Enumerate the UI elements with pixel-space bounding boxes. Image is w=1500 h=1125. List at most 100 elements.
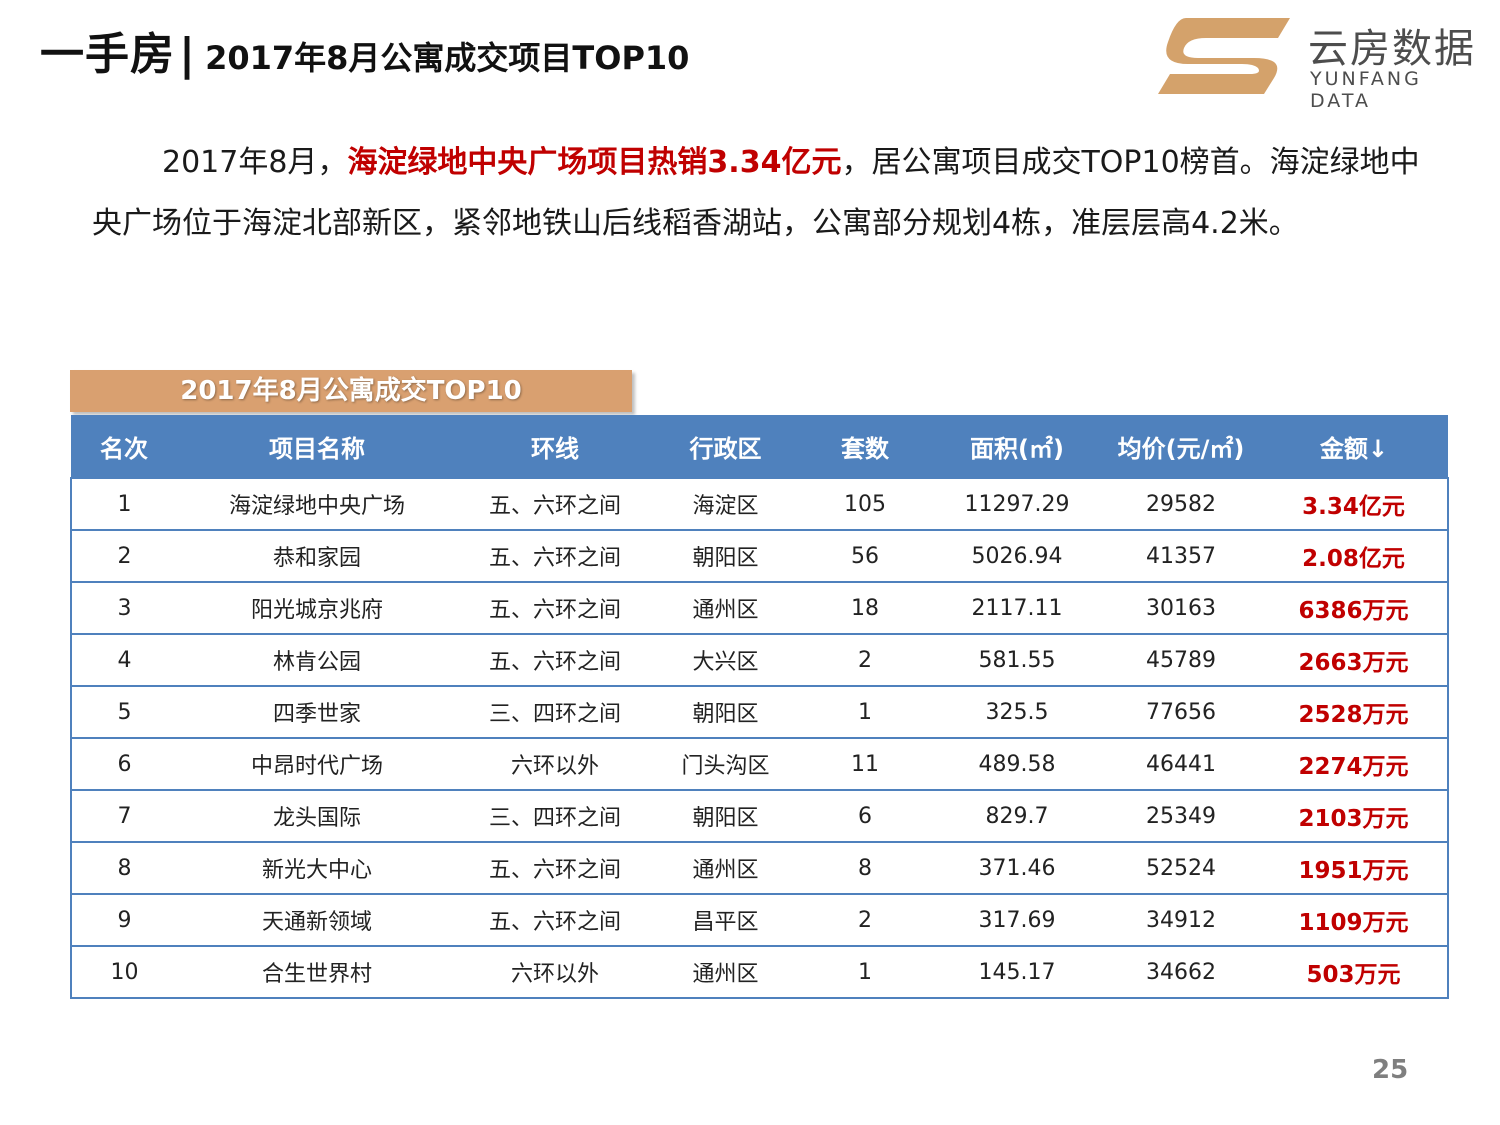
company-logo: 云房数据 YUNFANG DATA	[1158, 14, 1488, 112]
table-row: 4 林肯公园 五、六环之间 大兴区 2 581.55 45789 2663万元	[70, 633, 1449, 687]
intro-paragraph: 2017年8月，海淀绿地中央广场项目热销3.34亿元，居公寓项目成交TOP10榜…	[92, 132, 1422, 254]
cell-name: 龙头国际	[177, 789, 457, 843]
cell-district: 朝阳区	[653, 685, 798, 739]
header-name: 项目名称	[177, 415, 457, 478]
table-row: 2 恭和家园 五、六环之间 朝阳区 56 5026.94 41357 2.08亿…	[70, 529, 1449, 583]
cell-amount: 2103万元	[1260, 789, 1449, 843]
cell-name: 天通新领域	[177, 893, 457, 947]
header-ring: 环线	[457, 415, 653, 478]
cell-name: 恭和家园	[177, 529, 457, 583]
cell-price: 41357	[1102, 529, 1260, 583]
cell-amount: 503万元	[1260, 945, 1449, 999]
cell-ring: 六环以外	[457, 945, 653, 999]
header-divider: |	[179, 29, 196, 80]
cell-area: 11297.29	[932, 477, 1102, 531]
cell-name: 中昂时代广场	[177, 737, 457, 791]
cell-units: 18	[798, 581, 932, 635]
cell-price: 30163	[1102, 581, 1260, 635]
cell-rank: 10	[70, 945, 177, 999]
cell-amount: 2528万元	[1260, 685, 1449, 739]
table-row: 7 龙头国际 三、四环之间 朝阳区 6 829.7 25349 2103万元	[70, 789, 1449, 843]
cell-amount: 2274万元	[1260, 737, 1449, 791]
section-label: 一手房	[40, 29, 175, 80]
cell-area: 489.58	[932, 737, 1102, 791]
intro-highlight: 海淀绿地中央广场项目热销3.34亿元	[347, 145, 842, 180]
cell-units: 6	[798, 789, 932, 843]
cell-area: 2117.11	[932, 581, 1102, 635]
cell-area: 145.17	[932, 945, 1102, 999]
ranking-table: 名次 项目名称 环线 行政区 套数 面积(㎡) 均价(元/㎡) 金额↓ 1 海淀…	[70, 415, 1449, 999]
cell-name: 海淀绿地中央广场	[177, 477, 457, 531]
page-title: 2017年8月公寓成交项目TOP10	[205, 39, 690, 77]
logo-name-en: YUNFANG DATA	[1310, 68, 1422, 112]
cell-ring: 五、六环之间	[457, 477, 653, 531]
cell-units: 2	[798, 633, 932, 687]
cell-amount: 3.34亿元	[1260, 477, 1449, 531]
cell-ring: 五、六环之间	[457, 841, 653, 895]
cell-district: 朝阳区	[653, 789, 798, 843]
cell-district: 海淀区	[653, 477, 798, 531]
cell-name: 四季世家	[177, 685, 457, 739]
cell-area: 5026.94	[932, 529, 1102, 583]
cell-area: 317.69	[932, 893, 1102, 947]
cell-rank: 9	[70, 893, 177, 947]
cell-amount: 1109万元	[1260, 893, 1449, 947]
cell-ring: 五、六环之间	[457, 581, 653, 635]
cell-name: 林肯公园	[177, 633, 457, 687]
cell-area: 829.7	[932, 789, 1102, 843]
cell-price: 46441	[1102, 737, 1260, 791]
cell-rank: 3	[70, 581, 177, 635]
page-number: 25	[1372, 1055, 1409, 1085]
header-price: 均价(元/㎡)	[1102, 415, 1260, 478]
cell-rank: 5	[70, 685, 177, 739]
cell-rank: 4	[70, 633, 177, 687]
table-row: 3 阳光城京兆府 五、六环之间 通州区 18 2117.11 30163 638…	[70, 581, 1449, 635]
cell-ring: 三、四环之间	[457, 685, 653, 739]
cell-ring: 三、四环之间	[457, 789, 653, 843]
cell-units: 11	[798, 737, 932, 791]
cell-units: 1	[798, 945, 932, 999]
header-area: 面积(㎡)	[932, 415, 1102, 478]
cell-district: 通州区	[653, 841, 798, 895]
cell-name: 合生世界村	[177, 945, 457, 999]
cell-price: 34662	[1102, 945, 1260, 999]
logo-mark-icon	[1158, 18, 1290, 94]
cell-price: 29582	[1102, 477, 1260, 531]
table-row: 10 合生世界村 六环以外 通州区 1 145.17 34662 503万元	[70, 945, 1449, 999]
cell-price: 45789	[1102, 633, 1260, 687]
header-rank: 名次	[71, 415, 177, 478]
cell-ring: 五、六环之间	[457, 529, 653, 583]
cell-area: 325.5	[932, 685, 1102, 739]
table-row: 8 新光大中心 五、六环之间 通州区 8 371.46 52524 1951万元	[70, 841, 1449, 895]
cell-units: 2	[798, 893, 932, 947]
header-district: 行政区	[653, 415, 798, 478]
cell-price: 77656	[1102, 685, 1260, 739]
table-row: 5 四季世家 三、四环之间 朝阳区 1 325.5 77656 2528万元	[70, 685, 1449, 739]
cell-district: 朝阳区	[653, 529, 798, 583]
cell-district: 大兴区	[653, 633, 798, 687]
cell-ring: 五、六环之间	[457, 633, 653, 687]
cell-amount: 2.08亿元	[1260, 529, 1449, 583]
table-row: 1 海淀绿地中央广场 五、六环之间 海淀区 105 11297.29 29582…	[70, 477, 1449, 531]
logo-name-cn: 云房数据	[1308, 26, 1476, 72]
cell-area: 371.46	[932, 841, 1102, 895]
cell-district: 昌平区	[653, 893, 798, 947]
cell-area: 581.55	[932, 633, 1102, 687]
page-header: 一手房 | 2017年8月公寓成交项目TOP10	[40, 18, 689, 82]
cell-name: 阳光城京兆府	[177, 581, 457, 635]
cell-units: 1	[798, 685, 932, 739]
cell-units: 56	[798, 529, 932, 583]
cell-amount: 1951万元	[1260, 841, 1449, 895]
cell-units: 105	[798, 477, 932, 531]
table-header-row: 名次 项目名称 环线 行政区 套数 面积(㎡) 均价(元/㎡) 金额↓	[71, 415, 1448, 478]
table-caption: 2017年8月公寓成交TOP10	[70, 370, 632, 412]
header-units: 套数	[798, 415, 932, 478]
intro-text-start: 2017年8月，	[162, 145, 348, 180]
cell-district: 通州区	[653, 581, 798, 635]
table-row: 9 天通新领域 五、六环之间 昌平区 2 317.69 34912 1109万元	[70, 893, 1449, 947]
cell-district: 门头沟区	[653, 737, 798, 791]
cell-price: 52524	[1102, 841, 1260, 895]
cell-name: 新光大中心	[177, 841, 457, 895]
header-amount[interactable]: 金额↓	[1260, 415, 1448, 478]
cell-district: 通州区	[653, 945, 798, 999]
